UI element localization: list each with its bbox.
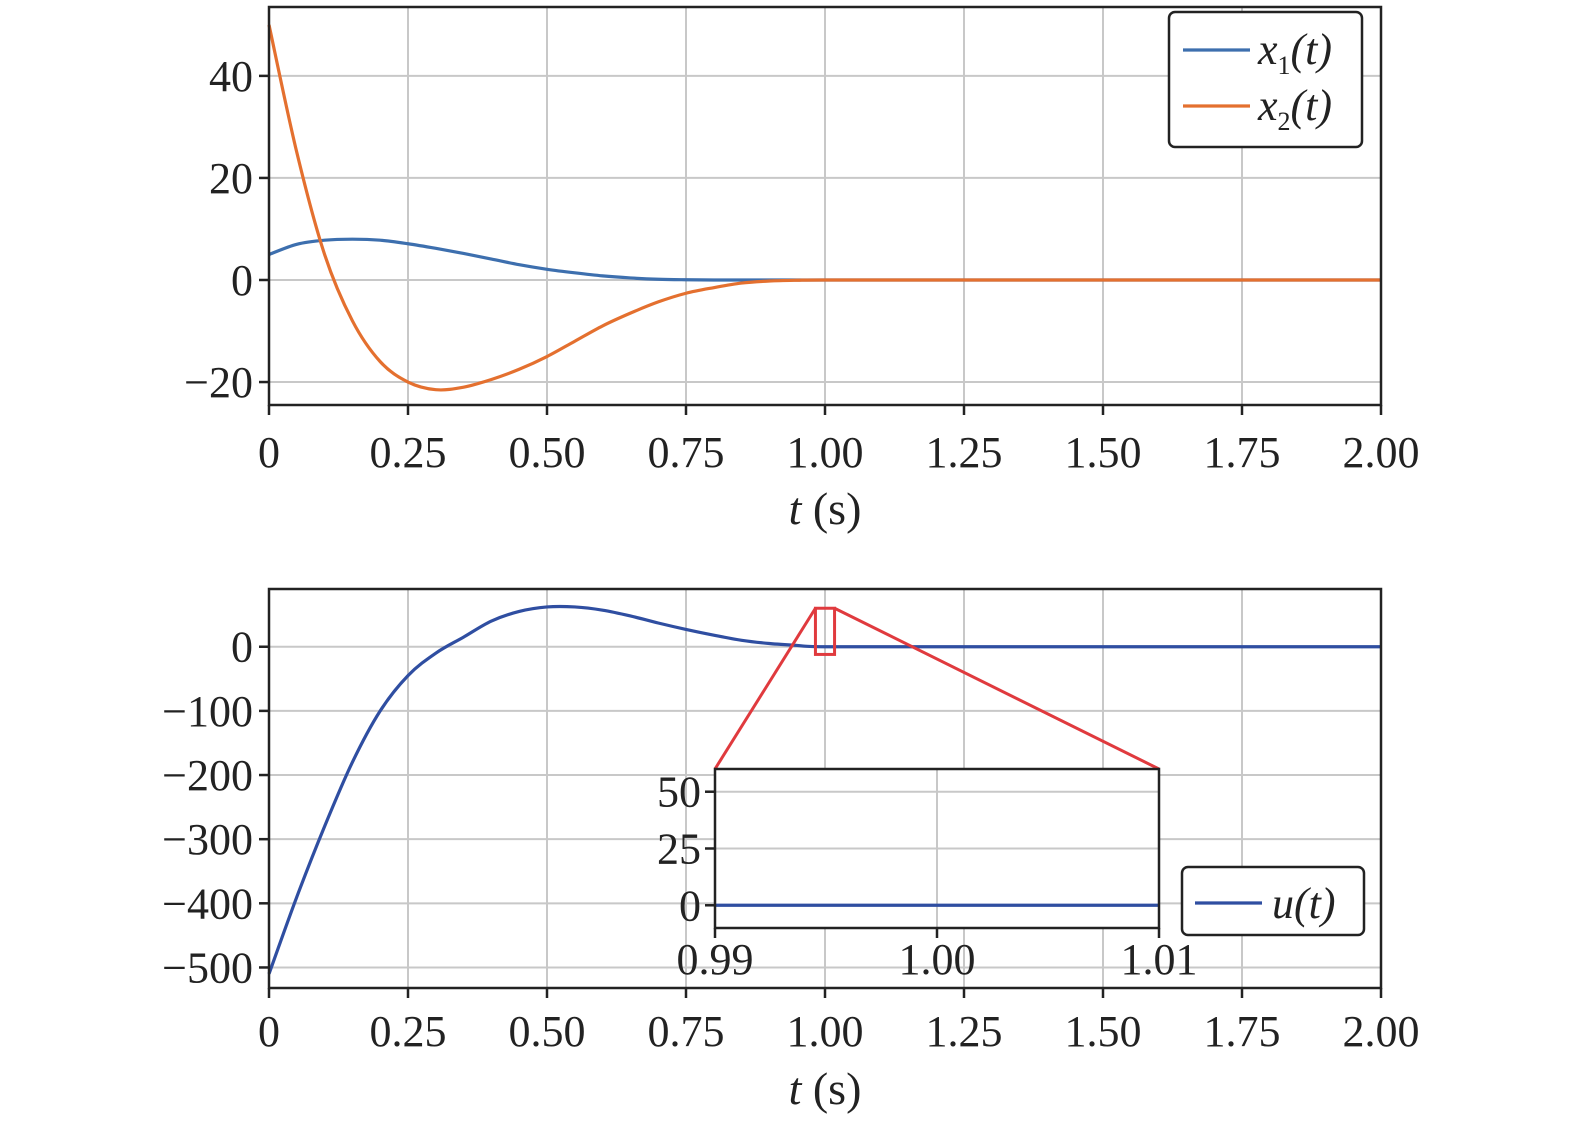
bottom-x-axis-unit: (s) [801, 1063, 861, 1114]
top-xtick-label-2: 0.50 [509, 428, 586, 477]
top-xtick-label-5: 1.25 [926, 428, 1003, 477]
top-legend-var-2: x [1257, 81, 1278, 130]
bottom-xtick-label-0: 0 [258, 1007, 280, 1056]
top-ytick-label-2: 20 [209, 154, 253, 203]
bottom-ytick-label-2: −300 [162, 815, 253, 864]
top-xtick-label-4: 1.00 [787, 428, 864, 477]
top-x-axis-var: t [789, 483, 803, 534]
zoom-connector-left [713, 607, 817, 770]
top-ytick-label-0: −20 [184, 358, 253, 407]
top-legend-sub-2: 2 [1278, 107, 1291, 136]
top-legend-label-2: x2(t) [1257, 81, 1332, 136]
top-chart: 0 0.25 0.50 0.75 1.00 1.25 1.50 1.75 2.00−200204… [184, 5, 1420, 534]
zoom-connector-right [833, 606, 1160, 771]
inset-ytick-label-1: 25 [657, 825, 701, 874]
bottom-ytick-label-4: −100 [162, 687, 253, 736]
inset-xtick-label-2: 1.01 [1121, 935, 1198, 984]
bottom-ytick-label-5: 0 [231, 623, 253, 672]
inset-chart: 0.99 1.00 1.01 0 25 50 [657, 768, 1198, 984]
top-legend-arg-1: (t) [1291, 25, 1333, 74]
bottom-x-axis-var: t [789, 1063, 803, 1114]
bottom-legend-arg: (t) [1294, 879, 1336, 928]
bottom-legend: u(t) [1180, 865, 1366, 937]
inset-ytick-label-0: 0 [679, 881, 701, 930]
bottom-xtick-label-4: 1.00 [787, 1007, 864, 1056]
bottom-xtick-label-3: 0.75 [648, 1007, 725, 1056]
top-legend: x1(t)x2(t) [1167, 10, 1364, 149]
inset-xtick-label-0: 0.99 [677, 935, 754, 984]
top-ytick-label-1: 0 [231, 256, 253, 305]
top-x-axis-unit: (s) [801, 483, 861, 534]
top-legend-arg-2: (t) [1291, 81, 1333, 130]
bottom-chart: 0 0.25 0.50 0.75 1.00 1.25 1.50 1.75 2.00 −500 −40… [162, 587, 1420, 1114]
top-xtick-label-7: 1.75 [1204, 428, 1281, 477]
bottom-x-axis-label: t (s) [789, 1063, 862, 1114]
bottom-legend-box [1180, 865, 1366, 937]
top-xtick-label-0: 0 [258, 428, 280, 477]
top-xtick-label-3: 0.75 [648, 428, 725, 477]
top-series-2-line [267, 24, 1381, 392]
bottom-ytick-label-0: −500 [162, 943, 253, 992]
bottom-xtick-label-2: 0.50 [509, 1007, 586, 1056]
bottom-series-1-line [267, 604, 1381, 975]
bottom-xtick-label-6: 1.50 [1065, 1007, 1142, 1056]
bottom-ytick-label-1: −400 [162, 879, 253, 928]
bottom-xtick-label-5: 1.25 [926, 1007, 1003, 1056]
top-legend-var-1: x [1257, 25, 1278, 74]
top-xtick-label-1: 0.25 [370, 428, 447, 477]
zoom-box [813, 606, 837, 656]
bottom-xtick-label-1: 0.25 [370, 1007, 447, 1056]
top-legend-sub-1: 1 [1278, 51, 1291, 80]
bottom-xtick-label-8: 2.00 [1343, 1007, 1420, 1056]
top-xtick-label-8: 2.00 [1343, 428, 1420, 477]
top-legend-box [1167, 10, 1364, 149]
inset-xtick-label-1: 1.00 [899, 935, 976, 984]
bottom-legend-var: u [1272, 879, 1294, 928]
bottom-ytick-label-3: −200 [162, 751, 253, 800]
top-legend-label-1: x1(t) [1257, 25, 1332, 80]
top-x-axis-label: t (s) [789, 483, 862, 534]
inset-ytick-label-2: 50 [657, 768, 701, 817]
bottom-legend-label: u(t) [1272, 879, 1336, 928]
bottom-xtick-label-7: 1.75 [1204, 1007, 1281, 1056]
top-xtick-label-6: 1.50 [1065, 428, 1142, 477]
top-ytick-label-3: 40 [209, 52, 253, 101]
